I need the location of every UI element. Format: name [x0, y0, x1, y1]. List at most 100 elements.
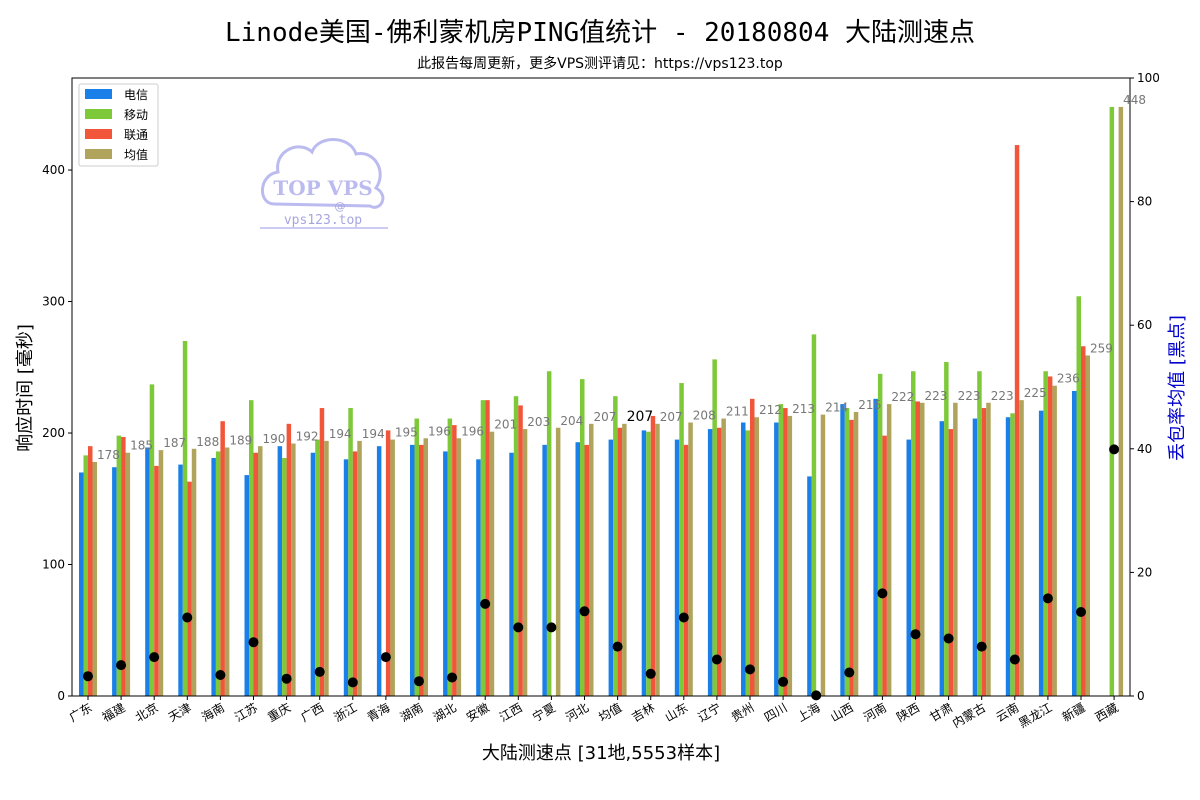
- bar-均值-江西: [522, 429, 528, 696]
- bar-联通-安徽: [485, 400, 490, 696]
- bar-联通-湖南: [419, 444, 424, 696]
- packet-loss-dot: [645, 668, 656, 679]
- y-tick-label: 200: [42, 426, 65, 440]
- mean-value-label: 225: [1024, 386, 1047, 400]
- bar-移动-宁夏: [546, 371, 552, 696]
- x-tick-label: 西藏: [1093, 700, 1121, 724]
- bar-移动-辽宁: [712, 359, 717, 696]
- x-tick-label: 重庆: [265, 700, 293, 724]
- bar-电信-甘肃: [939, 421, 945, 696]
- mean-value-label: 223: [958, 389, 981, 403]
- bar-均值-福建: [125, 452, 131, 696]
- bar-联通-海南: [220, 421, 225, 696]
- bar-电信-安徽: [476, 459, 481, 696]
- bar-电信-海南: [211, 458, 216, 696]
- packet-loss-dot: [480, 598, 491, 609]
- bar-均值-黑龙江: [1052, 385, 1057, 696]
- chart-title: Linode美国-佛利蒙机房PING值统计 - 20180804 大陆测速点: [224, 18, 976, 48]
- y-axis-right-title: 丢包率均值 [黑点]: [1167, 315, 1188, 461]
- bar-电信-新疆: [1072, 390, 1077, 696]
- bar-联通-北京: [154, 465, 159, 696]
- bar-联通-山东: [683, 444, 689, 696]
- mean-value-label: 236: [1057, 372, 1080, 386]
- packet-loss-dot: [513, 622, 524, 633]
- packet-loss-dot: [976, 641, 987, 652]
- bar-电信-湖南: [410, 444, 415, 696]
- mean-value-label: 194: [362, 427, 385, 441]
- bar-均值-河南: [886, 404, 892, 696]
- x-tick-label: 山西: [828, 700, 856, 724]
- bar-联通-江苏: [253, 452, 258, 696]
- bar-移动-山东: [679, 383, 684, 696]
- bar-均值-天津: [191, 448, 197, 696]
- packet-loss-dot: [844, 667, 855, 678]
- bar-均值-青海: [390, 439, 395, 696]
- legend-box: [78, 83, 159, 167]
- x-tick-label: 吉林: [629, 700, 657, 724]
- bar-移动-安徽: [480, 400, 486, 696]
- bar-移动-河南: [877, 373, 883, 696]
- packet-loss-dots-layer: [83, 444, 1120, 701]
- mean-value-label: 178: [97, 448, 120, 462]
- packet-loss-dot: [745, 664, 755, 675]
- packet-loss-dot: [1009, 654, 1020, 665]
- x-axis-title: 大陆测速点 [31地,5553样本]: [482, 743, 720, 764]
- legend-label: 联通: [124, 128, 148, 142]
- bar-电信-河北: [575, 442, 580, 696]
- packet-loss-dot: [711, 654, 722, 665]
- bar-均值-云南: [1019, 400, 1024, 696]
- mean-value-label: 223: [991, 389, 1014, 403]
- x-tick-label: 宁夏: [530, 700, 558, 725]
- x-tick-label: 江苏: [232, 700, 260, 724]
- packet-loss-dot: [347, 677, 358, 688]
- mean-value-label: 213: [792, 402, 815, 416]
- chart-subtitle: 此报告每周更新，更多VPS测评请见：https://vps123.top: [417, 56, 783, 72]
- packet-loss-dot: [215, 670, 226, 680]
- packet-loss-dot: [248, 637, 259, 648]
- y-right-tick-label: 0: [1137, 689, 1145, 703]
- bar-联通-河南: [882, 435, 887, 696]
- right-axis: 0 20 40 60 80 100: [1130, 71, 1160, 703]
- value-labels-layer: 178 185 187 188 189 190 192 194 194 195 196 196 201 2…: [97, 93, 1146, 462]
- x-tick-label: 贵州: [729, 700, 757, 724]
- x-tick-label: 黑龙江: [1016, 700, 1054, 730]
- bar-联通-广东: [88, 446, 93, 696]
- bar-电信-上海: [807, 476, 812, 696]
- bar-均值-内蒙古: [986, 402, 991, 696]
- packet-loss-dot: [546, 622, 557, 633]
- bar-移动-内蒙古: [977, 371, 982, 696]
- bar-均值-河北: [589, 423, 594, 696]
- x-tick-label: 河北: [563, 700, 591, 724]
- bar-移动-新疆: [1076, 296, 1081, 696]
- legend-label: 移动: [124, 108, 148, 122]
- bar-电信-山东: [674, 439, 680, 696]
- bar-移动-云南: [1010, 413, 1015, 696]
- bar-电信-浙江: [343, 459, 349, 696]
- bar-联通-天津: [187, 481, 192, 696]
- bar-电信-内蒙古: [972, 418, 978, 696]
- x-tick-label: 江西: [497, 700, 525, 724]
- bar-电信-陕西: [906, 439, 911, 696]
- packet-loss-dot: [414, 676, 424, 687]
- bar-电信-山西: [840, 404, 845, 696]
- mean-value-label: 207: [594, 410, 617, 424]
- packet-loss-dot: [811, 690, 822, 701]
- mean-value-label: 216: [858, 398, 881, 412]
- x-tick-label: 内蒙古: [950, 700, 989, 731]
- x-tick-label: 湖南: [397, 700, 425, 725]
- mean-value-label: 211: [726, 405, 749, 419]
- packet-loss-dot: [910, 629, 921, 640]
- bar-联通-湖北: [452, 425, 457, 696]
- y-tick-label: 0: [57, 689, 65, 703]
- x-tick-label: 上海: [794, 700, 822, 725]
- x-tick-label: 广东: [67, 700, 95, 724]
- bar-联通-甘肃: [948, 429, 954, 696]
- bar-电信-贵州: [741, 422, 746, 696]
- bar-移动-甘肃: [944, 362, 949, 696]
- packet-loss-dot: [778, 676, 789, 687]
- y-axis-title: 响应时间 [毫秒]: [15, 324, 36, 452]
- x-tick-label: 安徽: [463, 700, 491, 725]
- bar-均值-广西: [324, 440, 329, 696]
- bar-均值-湖南: [423, 438, 428, 696]
- bar-移动-四川: [778, 404, 784, 696]
